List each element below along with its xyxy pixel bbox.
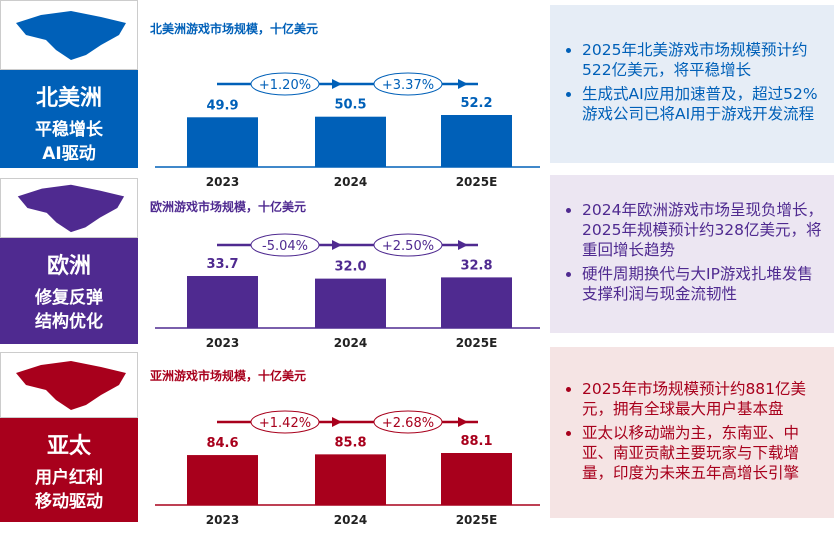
bar-chart: +1.42% +2.68% 84.6 2023 85.8 2024 88.1 2… — [155, 410, 540, 527]
bar-2025E — [441, 277, 512, 328]
category-label: 2024 — [334, 175, 367, 189]
arrow-head — [332, 417, 342, 427]
bar-2023 — [187, 455, 258, 505]
asia-pacific-map-icon — [0, 352, 138, 418]
arrow-head — [332, 240, 342, 250]
growth-bubble — [250, 410, 320, 434]
bar-2023 — [187, 276, 258, 328]
growth-label: +2.50% — [382, 239, 434, 254]
region-tag-1: 平稳增长 — [35, 120, 103, 140]
region-name: 亚太 — [46, 434, 91, 459]
bar-2023 — [187, 117, 258, 167]
insight-box: 2024年欧洲游戏市场呈现负增长，2025年规模预计约328亿美元，将重回增长趋… — [550, 175, 834, 333]
insight-item: 亚太以移动端为主，东南亚、中亚、南亚贡献主要玩家与下载增量，印度为未来五年高增长… — [582, 423, 824, 483]
arrow-head — [458, 240, 468, 250]
data-label: 32.0 — [334, 260, 366, 275]
growth-bubble — [373, 410, 443, 434]
category-label: 2025E — [456, 336, 498, 350]
region-tag-1: 用户红利 — [35, 468, 103, 488]
category-label: 2023 — [206, 336, 239, 350]
chart-title: 北美洲游戏市场规模，十亿美元 — [150, 22, 319, 36]
growth-label: +3.37% — [382, 78, 434, 93]
insight-item: 硬件周期换代与大IP游戏扎堆发售支撑利润与现金流韧性 — [582, 264, 824, 304]
region-label: 北美洲 平稳增长 AI驱动 — [0, 70, 138, 168]
data-label: 88.1 — [460, 434, 492, 449]
bar-2024 — [315, 116, 386, 167]
arrow-head — [458, 417, 468, 427]
data-label: 85.8 — [334, 435, 366, 450]
region-tag-2: 移动驱动 — [35, 492, 103, 512]
chart-title: 欧洲游戏市场规模，十亿美元 — [150, 200, 307, 214]
growth-bubble — [250, 72, 320, 96]
growth-bubble — [373, 233, 443, 257]
category-label: 2023 — [206, 513, 239, 527]
region-row-ap: 亚太 用户红利 移动驱动 亚洲游戏市场规模，十亿美元 +1.42% +2.68%… — [0, 347, 835, 527]
arrow-head — [332, 79, 342, 89]
data-label: 84.6 — [206, 436, 238, 451]
data-label: 33.7 — [206, 257, 238, 272]
north-america-map-icon — [0, 0, 138, 70]
category-label: 2024 — [334, 336, 367, 350]
region-name: 北美洲 — [35, 86, 102, 111]
bar-2024 — [315, 278, 386, 328]
bar-chart: +1.20% +3.37% 49.9 2023 50.5 2024 52.2 2… — [155, 72, 540, 189]
data-label: 50.5 — [334, 98, 366, 113]
region-tag-1: 修复反弹 — [35, 288, 103, 308]
insight-box: 2025年北美游戏市场规模预计约522亿美元，将平稳增长生成式AI应用加速普及，… — [550, 5, 834, 163]
region-label: 亚太 用户红利 移动驱动 — [0, 418, 138, 522]
insight-item: 2024年欧洲游戏市场呈现负增长，2025年规模预计约328亿美元，将重回增长趋… — [582, 200, 824, 260]
region-tag-2: AI驱动 — [42, 144, 96, 164]
category-label: 2025E — [456, 513, 498, 527]
bar-chart: -5.04% +2.50% 33.7 2023 32.0 2024 32.8 2… — [155, 233, 540, 350]
growth-label: +1.20% — [259, 78, 311, 93]
data-label: 52.2 — [460, 96, 492, 111]
category-label: 2025E — [456, 175, 498, 189]
insight-item: 生成式AI应用加速普及，超过52%游戏公司已将AI用于游戏开发流程 — [582, 84, 824, 124]
insight-box: 2025年市场规模预计约881亿美元，拥有全球最大用户基本盘亚太以移动端为主，东… — [550, 347, 834, 518]
data-label: 49.9 — [206, 98, 238, 113]
growth-label: -5.04% — [262, 239, 308, 254]
europe-map-icon — [0, 178, 138, 238]
region-row-na: 北美洲 平稳增长 AI驱动 北美洲游戏市场规模，十亿美元 +1.20% +3.3… — [0, 0, 835, 189]
region-name: 欧洲 — [46, 254, 91, 279]
arrow-head — [458, 79, 468, 89]
category-label: 2023 — [206, 175, 239, 189]
data-label: 32.8 — [460, 258, 492, 273]
chart-title: 亚洲游戏市场规模，十亿美元 — [150, 369, 307, 383]
insight-item: 2025年北美游戏市场规模预计约522亿美元，将平稳增长 — [582, 40, 824, 80]
growth-label: +2.68% — [382, 416, 434, 431]
category-label: 2024 — [334, 513, 367, 527]
region-label: 欧洲 修复反弹 结构优化 — [0, 238, 138, 344]
insight-item: 2025年市场规模预计约881亿美元，拥有全球最大用户基本盘 — [582, 379, 824, 419]
bar-2025E — [441, 453, 512, 505]
bar-2024 — [315, 454, 386, 505]
growth-label: +1.42% — [259, 416, 311, 431]
growth-bubble — [373, 72, 443, 96]
growth-bubble — [250, 233, 320, 257]
region-tag-2: 结构优化 — [35, 312, 103, 332]
region-row-eu: 欧洲 修复反弹 结构优化 欧洲游戏市场规模，十亿美元 -5.04% +2.50%… — [0, 175, 835, 353]
bar-2025E — [441, 115, 512, 167]
